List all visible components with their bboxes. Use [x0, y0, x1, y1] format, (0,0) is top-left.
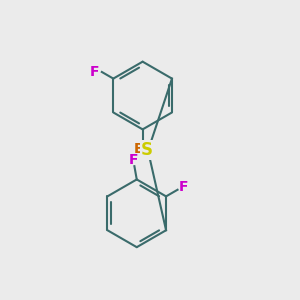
Text: F: F — [90, 65, 99, 79]
Text: F: F — [179, 180, 188, 194]
Text: Br: Br — [134, 142, 152, 156]
Text: S: S — [141, 141, 153, 159]
Text: F: F — [129, 153, 139, 167]
